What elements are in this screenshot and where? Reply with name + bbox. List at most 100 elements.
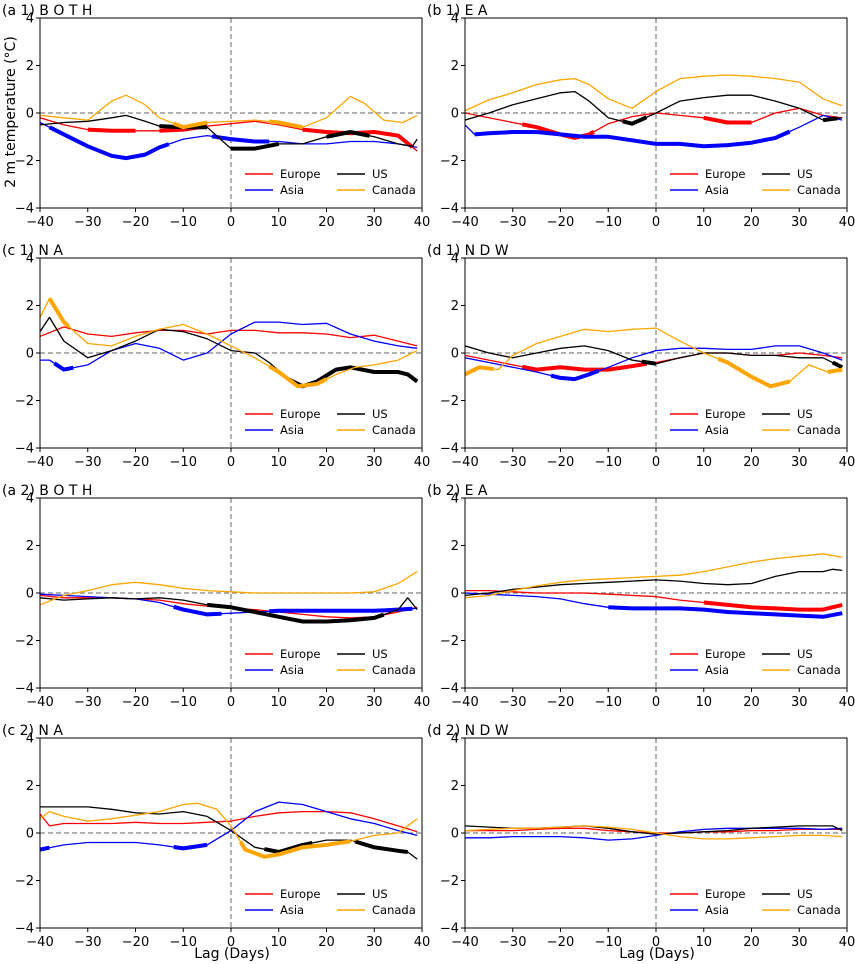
x-tick-label: 20	[743, 695, 760, 710]
series-significant-canada	[47, 297, 71, 328]
series-group	[40, 94, 418, 161]
series-significant-us	[641, 359, 657, 366]
y-tick-label: 0	[26, 107, 34, 122]
x-tick-label: −10	[595, 455, 622, 470]
x-tick-label: 10	[270, 935, 287, 950]
x-tick-label: 10	[695, 455, 712, 470]
x-tick-label: 30	[366, 935, 383, 950]
y-tick-label: 4	[26, 732, 34, 747]
x-tick-label: −20	[122, 215, 149, 230]
series-line-asia	[40, 321, 418, 371]
panel-title: (d 2) N D W	[427, 723, 509, 739]
x-tick-label: −20	[122, 455, 149, 470]
x-tick-label: −10	[170, 935, 197, 950]
legend-label-canada: Canada	[372, 663, 416, 677]
series-line-canada	[465, 825, 843, 840]
series-significant-us	[326, 130, 370, 139]
legend-label-asia: Asia	[705, 663, 729, 677]
x-tick-label: −10	[170, 215, 197, 230]
series-line-us	[40, 316, 418, 387]
y-tick-label: −2	[15, 154, 34, 169]
x-tick-label: 40	[414, 215, 431, 230]
series-line-us	[465, 90, 843, 125]
series-group	[465, 825, 843, 841]
series-significant-asia	[173, 842, 208, 851]
legend-label-asia: Asia	[280, 903, 304, 917]
panel-title: (a 2) B O T H	[2, 483, 92, 499]
x-tick-label: −40	[451, 935, 478, 950]
x-tick-label: −40	[26, 695, 53, 710]
series-significant-canada	[465, 365, 494, 377]
series-significant-canada	[827, 367, 843, 374]
y-tick-label: 0	[451, 107, 459, 122]
x-tick-label: −30	[74, 695, 101, 710]
x-tick-label: −10	[170, 695, 197, 710]
legend-label-asia: Asia	[705, 183, 729, 197]
legend-label-us: US	[797, 647, 813, 661]
series-line-canada	[40, 802, 418, 858]
series-line-us	[465, 568, 843, 597]
x-tick-label: 30	[366, 695, 383, 710]
y-tick-label: −2	[440, 394, 459, 409]
series-significant-asia	[173, 604, 222, 617]
y-tick-label: 2	[26, 539, 34, 554]
x-tick-label: 0	[652, 215, 660, 230]
y-tick-label: −4	[15, 922, 34, 937]
series-significant-canada	[717, 356, 791, 389]
series-line-canada	[465, 74, 843, 112]
x-tick-label: 0	[652, 935, 660, 950]
x-tick-label: 30	[366, 455, 383, 470]
x-tick-label: 20	[318, 935, 335, 950]
legend-label-us: US	[797, 407, 813, 421]
y-tick-label: 2	[26, 299, 34, 314]
x-tick-label: −20	[547, 695, 574, 710]
series-significant-us	[231, 141, 280, 151]
y-tick-label: −4	[440, 922, 459, 937]
x-tick-label: −40	[451, 215, 478, 230]
x-tick-label: −40	[26, 215, 53, 230]
legend-label-us: US	[372, 167, 388, 181]
series-significant-canada	[268, 364, 328, 389]
y-tick-label: −2	[15, 394, 34, 409]
legend-label-europe: Europe	[280, 167, 320, 181]
y-tick-label: 0	[451, 587, 459, 602]
series-line-canada	[40, 297, 418, 387]
legend: Europe US Asia Canada	[670, 887, 841, 917]
series-line-canada	[40, 571, 418, 606]
legend-label-us: US	[372, 647, 388, 661]
legend-label-asia: Asia	[280, 423, 304, 437]
y-tick-label: 0	[451, 347, 459, 362]
y-tick-label: 2	[26, 59, 34, 74]
legend-label-asia: Asia	[280, 183, 304, 197]
series-group	[40, 571, 418, 624]
panel-title: (a 1) B O T H	[2, 3, 92, 19]
x-tick-label: 40	[414, 695, 431, 710]
x-tick-label: −10	[170, 455, 197, 470]
series-significant-asia	[269, 606, 413, 614]
legend-label-us: US	[797, 167, 813, 181]
legend-label-canada: Canada	[372, 903, 416, 917]
x-tick-label: −40	[451, 455, 478, 470]
x-tick-label: 20	[318, 455, 335, 470]
legend-label-canada: Canada	[372, 423, 416, 437]
series-significant-us	[831, 360, 844, 370]
x-tick-label: 10	[270, 695, 287, 710]
y-tick-label: 4	[26, 252, 34, 267]
legend: Europe US Asia Canada	[245, 407, 416, 437]
y-tick-label: −4	[440, 442, 459, 457]
x-tick-label: 10	[270, 455, 287, 470]
x-tick-label: −30	[74, 455, 101, 470]
x-tick-label: −30	[499, 695, 526, 710]
legend-label-europe: Europe	[280, 647, 320, 661]
x-tick-label: −10	[595, 935, 622, 950]
y-tick-label: −4	[15, 442, 34, 457]
y-tick-label: 4	[451, 492, 459, 507]
series-group	[40, 297, 419, 389]
series-significant-asia	[40, 845, 50, 852]
x-tick-label: −20	[122, 935, 149, 950]
x-tick-label: −30	[74, 215, 101, 230]
y-tick-label: −4	[440, 202, 459, 217]
x-tick-label: 40	[839, 695, 855, 710]
